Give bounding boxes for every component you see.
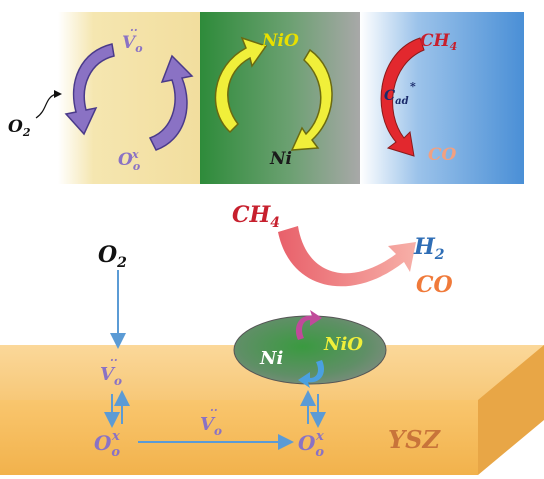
top-panel: Vo ·· Oo x O2 NiO Ni CH4 Cad * CO <box>8 12 524 184</box>
purple-arrow-right <box>148 54 194 151</box>
transport-vacancy-label: Vo <box>200 414 222 438</box>
top-oxygen-label: Oo <box>118 150 140 173</box>
purple-arrow-left <box>64 43 115 136</box>
top-co-label: CO <box>428 145 457 165</box>
top-vacancy-label: Vo <box>122 33 143 55</box>
bottom-o2-label: O2 <box>98 242 127 271</box>
methane-reforming-arrow <box>278 226 416 287</box>
ysz-label: YSZ <box>388 425 441 454</box>
yellow-arrow-right <box>290 48 333 151</box>
particle-nio-label: NiO <box>323 334 363 355</box>
bottom-ch4-label: CH4 <box>232 202 280 231</box>
transport-vacancy-sup: ·· <box>210 404 218 417</box>
top-o2-label: O2 <box>8 117 31 139</box>
top-vacancy-sup: ·· <box>130 24 138 37</box>
top-cad-sup: * <box>410 80 416 93</box>
particle-blue-arrow <box>298 360 325 388</box>
right-oxygen-sup: x <box>315 429 324 444</box>
left-oxygen-sup: x <box>111 429 120 444</box>
o2-input-arrowhead <box>54 90 62 98</box>
top-oxygen-sup: x <box>131 148 139 161</box>
top-ni-label: Ni <box>269 149 292 169</box>
left-oxygen-label: Oo <box>94 431 120 460</box>
red-arrow <box>380 37 425 157</box>
top-ch4-label: CH4 <box>420 31 457 53</box>
bottom-co-label: CO <box>416 272 453 298</box>
yellow-arrow-left <box>214 36 268 134</box>
right-oxygen-label: Oo <box>298 431 324 460</box>
surface-vacancy-sup: ·· <box>110 354 118 367</box>
nickel-redox-cycle-arrows <box>214 36 333 151</box>
methane-to-co-arrow <box>380 37 425 157</box>
top-nio-label: NiO <box>261 31 299 51</box>
particle-ni-label: Ni <box>259 348 283 369</box>
slab-side-face <box>478 345 544 475</box>
oxygen-vacancy-cycle-arrows <box>64 43 194 151</box>
particle-pink-arrow <box>295 310 322 340</box>
surface-vacancy-label: Vo <box>100 364 122 388</box>
bottom-panel: YSZ O2 Vo ·· Oo x Vo ·· Oo x Ni NiO CH4 … <box>0 202 544 475</box>
o2-input-squiggle <box>35 93 57 119</box>
top-cad-label: Cad <box>384 88 409 107</box>
bottom-h2-label: H2 <box>413 234 445 263</box>
